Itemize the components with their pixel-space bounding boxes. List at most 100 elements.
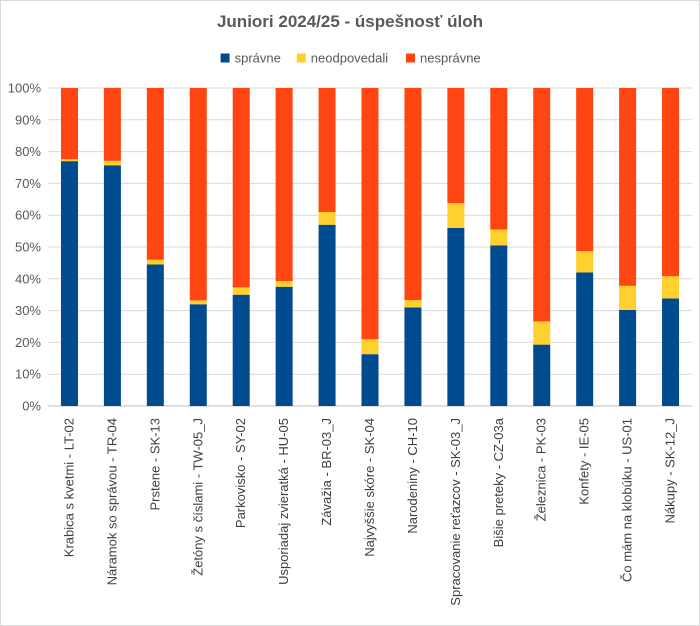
bar-stack [318, 88, 336, 406]
bar-segment [533, 344, 551, 406]
bar-segment [576, 251, 594, 273]
bar-segment [576, 88, 594, 252]
bar-stack [146, 88, 164, 406]
bar-stack [232, 88, 250, 406]
bar-segment [490, 88, 508, 230]
bar-segment [662, 298, 680, 406]
y-tick-label: 90% [15, 112, 41, 127]
y-tick-label: 100% [8, 81, 42, 96]
bar-stack [361, 88, 379, 406]
bar-segment [619, 285, 637, 310]
bar-segment [103, 160, 121, 166]
bar-segment [662, 276, 680, 299]
bar-stack [447, 88, 465, 406]
bar-stack [490, 88, 508, 406]
bar-segment [404, 88, 422, 301]
bar-stack [275, 88, 293, 406]
x-category-label: Spracovanie reťazcov - SK-03_J [448, 418, 463, 606]
x-category-label: Krabica s kvetmi - LT-02 [61, 418, 76, 557]
legend-swatch [406, 53, 415, 63]
bars [60, 88, 680, 406]
bar-segment [318, 224, 336, 406]
bar-segment [146, 88, 164, 260]
x-category-label: Žetóny s číslami - TW-05_J [190, 418, 205, 576]
x-axis: Krabica s kvetmi - LT-02 Náramok so správ… [61, 417, 677, 605]
y-tick-label: 0% [22, 399, 41, 414]
bar-segment [146, 259, 164, 265]
bar-stack [576, 88, 594, 406]
bar-segment [533, 321, 551, 345]
bar-stack [619, 88, 637, 406]
y-tick-label: 80% [15, 144, 41, 159]
x-category-label: Parkovisko - SY-02 [233, 418, 248, 528]
legend-swatch [296, 53, 306, 63]
bar-segment [60, 88, 78, 160]
bar-stack [404, 88, 422, 406]
bar-segment [576, 272, 594, 406]
bar-stack [103, 88, 121, 406]
bar-segment [361, 339, 379, 355]
bar-stack [60, 88, 78, 406]
bar-segment [662, 88, 680, 277]
y-tick-label: 30% [15, 303, 41, 318]
bar-segment [232, 294, 250, 406]
x-category-label: Nákupy - SK-12_J [663, 418, 678, 524]
bar-segment [146, 264, 164, 406]
chart-title: Juniori 2024/25 - úspešnosť úloh [217, 12, 483, 31]
bar-segment [275, 281, 293, 287]
x-category-label: Narodeniny - CH-10 [405, 418, 420, 534]
bar-segment [103, 88, 121, 161]
bar-segment [232, 287, 250, 295]
x-category-label: Náramok so správou - TR-04 [104, 418, 119, 585]
bar-segment [318, 212, 336, 225]
x-category-label: Najvyššie skóre - SK-04 [362, 418, 377, 557]
legend-item: správne [220, 51, 281, 66]
bar-segment [619, 309, 637, 406]
bar-segment [490, 245, 508, 406]
y-tick-label: 60% [15, 208, 41, 223]
x-category-label: Konfety - IE-05 [577, 418, 592, 505]
legend-item: neodpovedali [296, 51, 388, 66]
x-category-label: Závažia - BR-03_J [319, 418, 334, 526]
bar-segment [447, 88, 465, 204]
bar-segment [60, 161, 78, 406]
bar-segment [361, 88, 379, 340]
x-category-label: Bišie preteky - CZ-03a [491, 417, 506, 547]
bar-segment [189, 300, 207, 305]
y-tick-label: 70% [15, 176, 41, 191]
x-category-label: Železnica - PK-03 [534, 418, 549, 521]
bar-segment [619, 88, 637, 286]
bar-segment [103, 165, 121, 406]
y-axis: 0% 10% 20% 30% 40% 50% 60% 70% 80% 90% 100% [8, 81, 42, 414]
legend-item: nesprávne [406, 51, 481, 66]
legend-label: neodpovedali [311, 51, 388, 66]
legend-label: nesprávne [420, 51, 481, 66]
bar-segment [318, 88, 336, 213]
bar-segment [447, 203, 465, 228]
x-category-label: Usporiadaj zvieratká - HU-05 [276, 418, 291, 585]
legend-label: správne [235, 51, 281, 66]
bar-segment [404, 307, 422, 406]
bar-segment [189, 304, 207, 406]
x-category-label: Prstene - SK-13 [147, 418, 162, 511]
bar-segment [490, 229, 508, 246]
bar-segment [361, 354, 379, 406]
y-tick-label: 10% [15, 367, 41, 382]
bar-segment [533, 88, 551, 322]
y-tick-label: 20% [15, 335, 41, 350]
bar-segment [404, 300, 422, 308]
bar-segment [275, 88, 293, 282]
y-tick-label: 50% [15, 240, 41, 255]
bar-segment [275, 286, 293, 406]
legend-swatch [220, 53, 230, 63]
bar-stack [662, 88, 680, 406]
y-tick-label: 40% [15, 271, 41, 286]
legend: správne neodpovedali nesprávne [220, 51, 481, 66]
bar-stack [533, 88, 551, 406]
bar-segment [447, 227, 465, 406]
bar-stack [189, 88, 207, 406]
bar-segment [60, 159, 78, 162]
x-category-label: Čo mám na klobúku - US-01 [620, 418, 635, 582]
bar-segment [189, 88, 207, 301]
